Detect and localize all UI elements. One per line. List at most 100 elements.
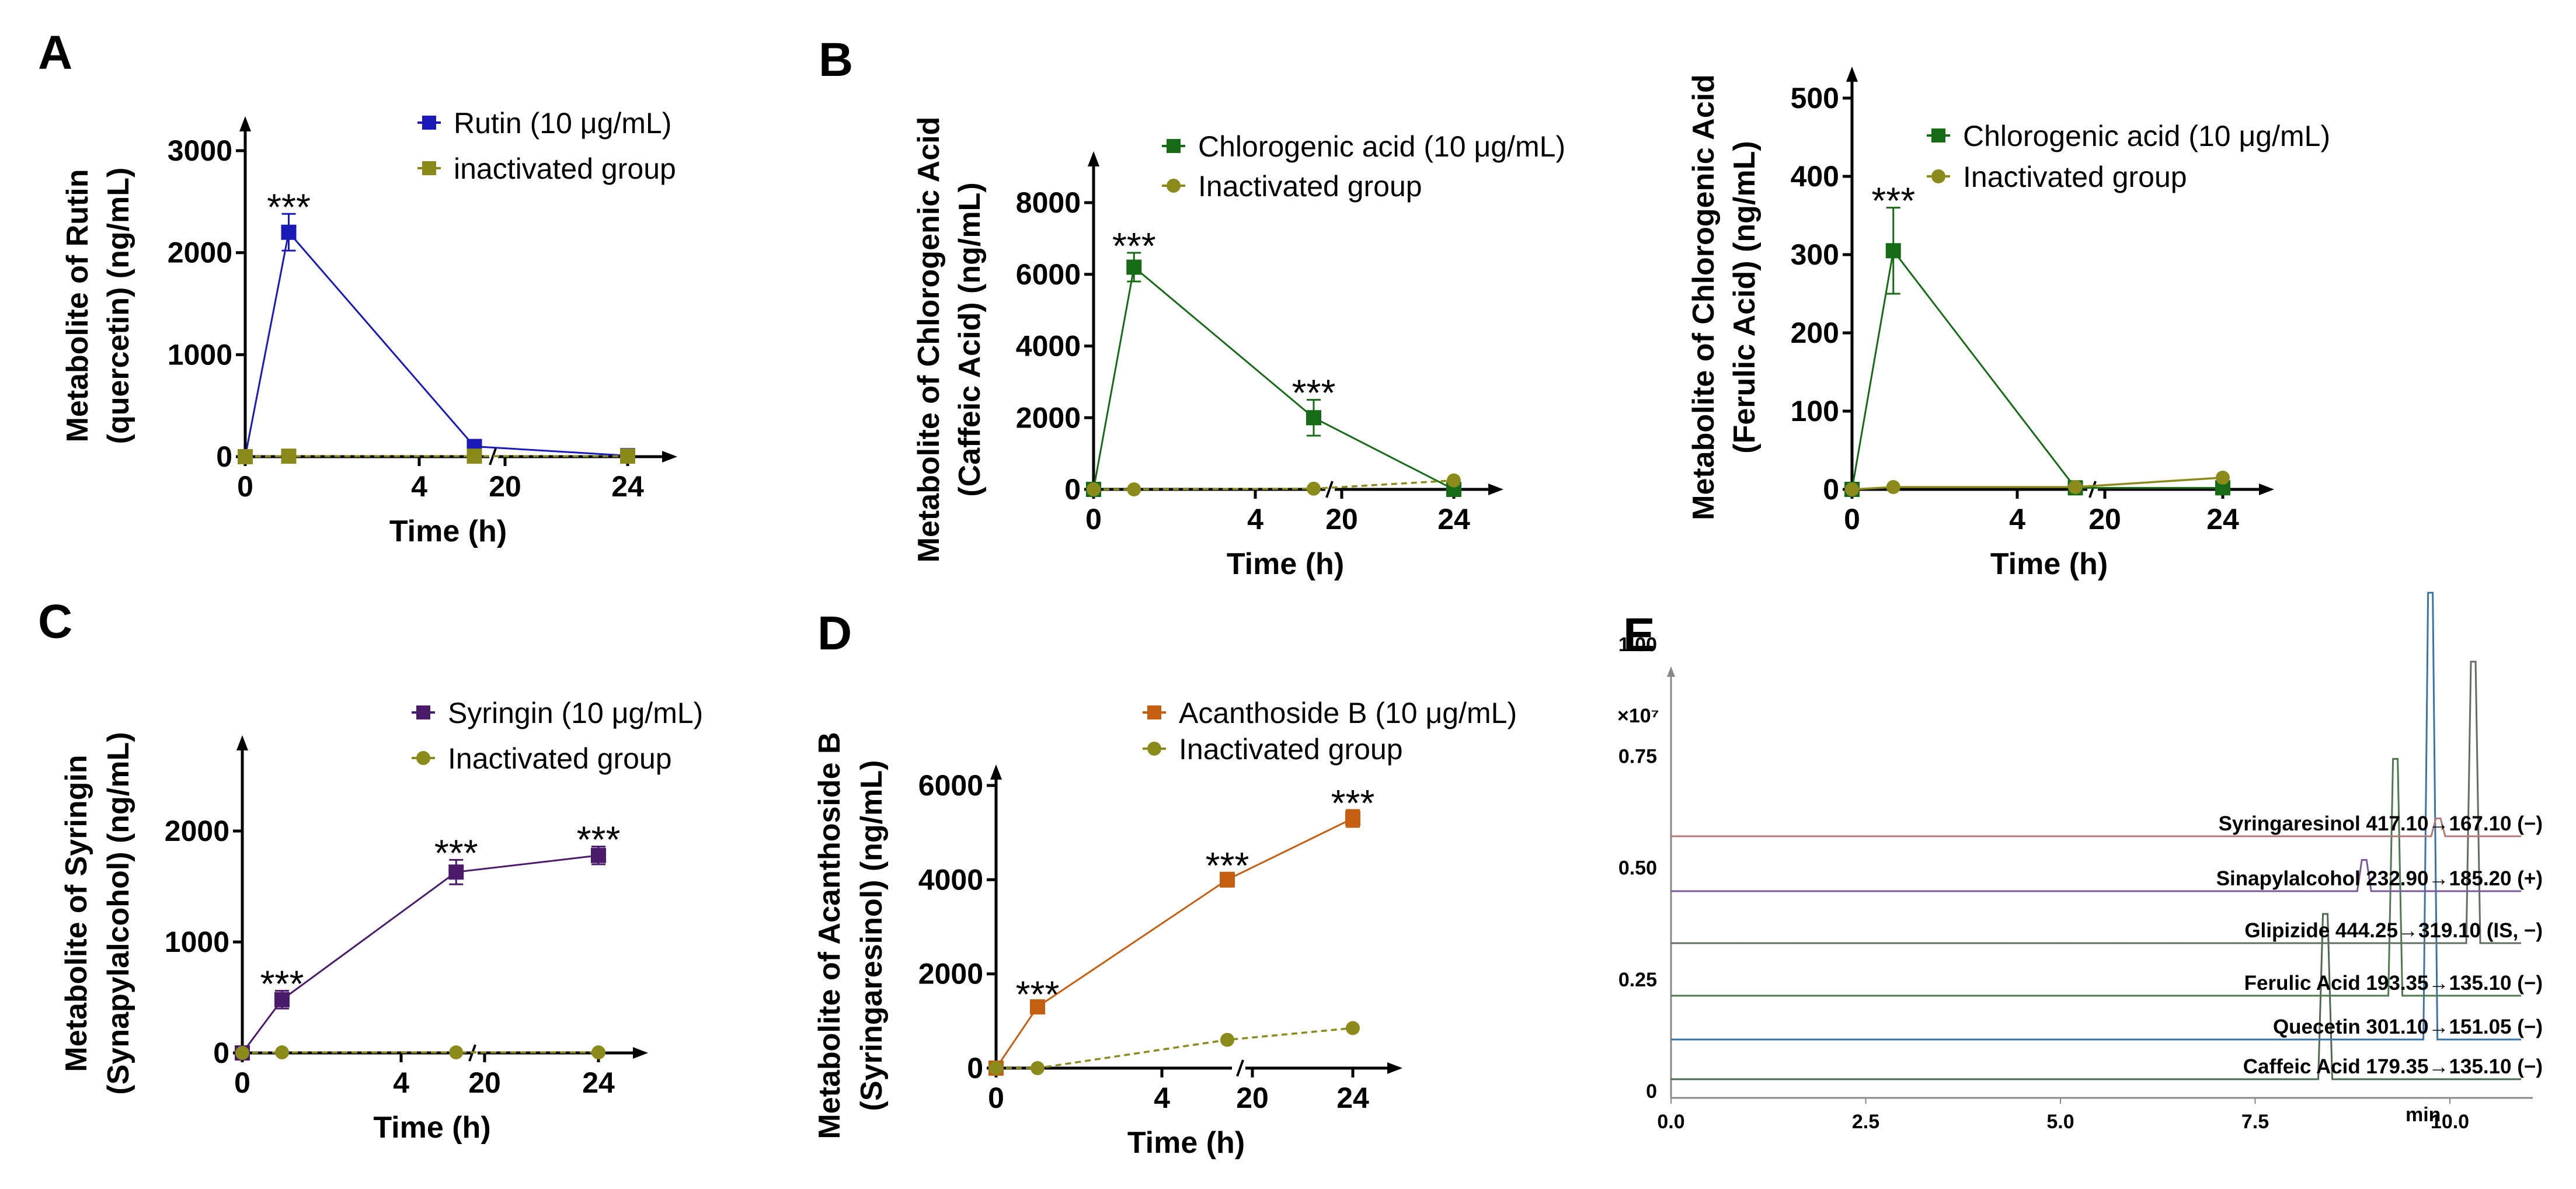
significance-marker: *** <box>267 186 311 228</box>
chromatogram-trace: Glipizide 444.25→319.10 (IS, −) <box>1671 660 2543 944</box>
legend-label: Rutin (10 μg/mL) <box>454 107 671 140</box>
significance-marker: *** <box>1871 180 1915 222</box>
y-axis-title-line: (Ferulic Acid) (ng/mL) <box>1728 141 1762 453</box>
axes-b: 0 2000 4000 6000 8000 0 4 20 24 Time (h) Metabolit… <box>912 117 1503 581</box>
x-axis-title: Time (h) <box>373 1111 490 1145</box>
x-tick-label: 24 <box>611 470 644 503</box>
e-x-tick-label: 0.0 <box>1657 1111 1684 1133</box>
series-treated <box>1086 252 1461 497</box>
e-y-tick-label: 0.25 <box>1618 969 1657 991</box>
data-point <box>591 847 606 863</box>
significance-marker: *** <box>1112 225 1156 267</box>
legend-label: Inactivated group <box>1198 170 1422 203</box>
legend-marker <box>422 116 436 130</box>
y-axis-arrow <box>1088 151 1099 166</box>
y-tick-label: 2000 <box>918 958 983 990</box>
legend: Syringin (10 μg/mL) Inactivated group <box>412 697 703 775</box>
y-tick-label: 0 <box>1064 473 1081 506</box>
y-tick-label: 1000 <box>168 338 232 371</box>
y-axis-title-line: (Synapylalcohol) (ng/mL) <box>102 732 135 1094</box>
data-point <box>281 449 297 464</box>
x-axis-title: Time (h) <box>1227 547 1344 581</box>
legend-label: Inactivated group <box>448 742 672 775</box>
y-tick-label: 6000 <box>1016 258 1081 291</box>
legend-label: Chlorogenic acid (10 μg/mL) <box>1963 120 2330 152</box>
significance-marker: *** <box>577 819 621 861</box>
data-point <box>1845 482 1859 496</box>
data-point <box>2068 479 2083 494</box>
x-tick-label: 0 <box>1844 503 1860 536</box>
legend-marker <box>1931 169 1945 183</box>
x-axis-title: Time (h) <box>389 514 507 548</box>
panel-a-chart: 0 1000 2000 3000 0 4 20 24 Time (h) Metabolite of… <box>61 107 677 548</box>
data-point <box>620 449 635 464</box>
x-axis-arrow <box>633 1047 648 1059</box>
data-point <box>1126 259 1142 275</box>
y-axis-arrow <box>239 116 251 131</box>
data-point <box>1220 872 1235 888</box>
series-inactivated <box>1845 470 2230 496</box>
x-tick-label: 4 <box>411 470 427 503</box>
y-tick-label: 1000 <box>165 926 229 958</box>
panel-b-chart: 0 2000 4000 6000 8000 0 4 20 24 Time (h) Metabolit… <box>912 117 1565 581</box>
trace-line <box>1671 817 2521 837</box>
y-axis-title-line: Metabolite of Syringin <box>60 755 93 1072</box>
series-line <box>1094 479 1454 491</box>
e-x-tick-label: 10.0 <box>2431 1111 2469 1133</box>
x-tick-label: 20 <box>1325 503 1358 536</box>
x-tick-label: 20 <box>2088 503 2121 536</box>
y-tick-label: 500 <box>1791 82 1839 114</box>
data-point <box>591 1045 605 1060</box>
x-tick-label: 4 <box>1247 503 1263 536</box>
data-point <box>1346 1021 1360 1035</box>
significance-marker: *** <box>260 963 304 1005</box>
y-axis-title-line: Metabolite of Rutin <box>61 169 95 443</box>
x-axis-break-mark <box>489 448 497 465</box>
e-y-tick-label: 0.75 <box>1618 745 1657 767</box>
panel-c-chart: 0 1000 2000 0 4 20 24 Time (h) Metabolite of Syr… <box>60 697 703 1145</box>
series-treated <box>1844 207 2230 497</box>
trace-label: Sinapylalcohol 232.90→185.20 (+) <box>2216 867 2543 890</box>
axes-b2: 0 100 200 300 400 500 0 4 20 24 Time (h) Metabolite… <box>1687 67 2274 581</box>
y-tick-label: 0 <box>967 1052 983 1084</box>
x-tick-label: 0 <box>234 1066 250 1099</box>
data-point <box>1306 410 1321 426</box>
x-tick-label: 20 <box>468 1066 501 1099</box>
series-line <box>995 818 1353 1069</box>
series-inactivated <box>1087 473 1461 496</box>
series-line <box>1851 477 2223 491</box>
legend-marker <box>1147 742 1161 756</box>
x-axis-title: Time (h) <box>1127 1126 1245 1160</box>
legend-marker <box>1147 705 1161 719</box>
axes-d: 0 2000 4000 6000 0 4 20 24 Time (h) Metabolite of… <box>813 732 1402 1160</box>
panel-letter-b: B <box>819 33 853 86</box>
y-axis-title-line: (Caffeic Acid) (ng/mL) <box>953 182 987 496</box>
y-tick-label: 200 <box>1791 317 1839 349</box>
data-point <box>467 449 482 464</box>
series-inactivated <box>989 1021 1360 1075</box>
y-axis-title-line: (quercetin) (ng/mL) <box>102 168 135 444</box>
chromatogram-trace: Caffeic Acid 179.35→135.10 (−) <box>1671 913 2543 1080</box>
panel-d-chart: 0 2000 4000 6000 0 4 20 24 Time (h) Metabolite of… <box>813 697 1517 1160</box>
data-point <box>449 1045 464 1060</box>
x-axis-arrow <box>662 451 677 463</box>
data-point <box>1307 481 1321 496</box>
y-tick-label: 4000 <box>1016 330 1081 363</box>
e-y-axis-arrow <box>1667 666 1675 677</box>
data-point <box>1087 482 1101 496</box>
trace-line <box>1671 592 2521 1041</box>
data-point <box>1886 479 1900 494</box>
legend-marker <box>416 751 430 765</box>
y-tick-label: 0 <box>213 1037 229 1069</box>
e-y-tick-label: 1.00 <box>1618 634 1657 656</box>
y-tick-label: 4000 <box>918 863 983 896</box>
legend-label: Inactivated group <box>1963 161 2187 193</box>
y-tick-label: 2000 <box>168 237 232 269</box>
y-tick-label: 2000 <box>165 815 229 847</box>
y-tick-label: 2000 <box>1016 401 1081 434</box>
e-x-tick-label: 5.0 <box>2046 1111 2074 1133</box>
series-line <box>1092 265 1454 491</box>
y-tick-label: 400 <box>1791 160 1839 193</box>
trace-line <box>1671 913 2521 1080</box>
